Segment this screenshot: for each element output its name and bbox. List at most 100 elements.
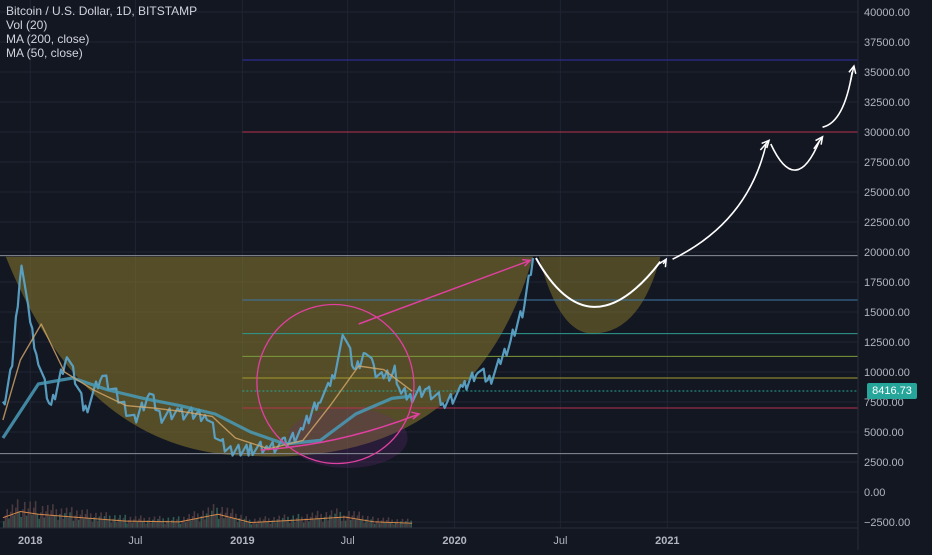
volume-bar — [45, 511, 47, 528]
volume-bar — [119, 514, 121, 528]
volume-bar — [315, 515, 317, 528]
y-tick-label: 15000.00 — [864, 307, 910, 319]
volume-bar — [43, 517, 46, 528]
y-tick-label: 0.00 — [864, 487, 885, 499]
volume-bar — [392, 524, 395, 528]
volume-bar — [70, 507, 73, 528]
y-tick-label: 37500.00 — [864, 37, 910, 49]
volume-bar — [332, 518, 335, 528]
projection-rise-1 — [672, 143, 767, 260]
volume-bar — [22, 509, 24, 528]
volume-bar — [11, 504, 14, 528]
volume-bar — [316, 510, 319, 528]
volume-bar — [212, 504, 215, 528]
volume-bar — [267, 518, 270, 528]
volume-bar — [235, 513, 237, 528]
volume-bar — [209, 517, 211, 528]
x-tick-label: Jul — [341, 535, 355, 547]
series-layer — [1, 257, 535, 457]
volume-bar — [162, 518, 164, 528]
volume-bar — [363, 522, 366, 528]
volume-bar — [195, 518, 197, 528]
volume-bar — [410, 520, 412, 528]
volume-bar — [334, 513, 336, 528]
volume-bar — [365, 519, 367, 528]
volume-bar — [62, 518, 64, 528]
volume-bar — [181, 520, 183, 528]
x-tick-label: Jul — [553, 535, 567, 547]
volume-bar — [211, 510, 213, 528]
volume-bar — [204, 519, 206, 528]
volume-bar — [351, 515, 354, 528]
volume-bar — [183, 516, 185, 528]
volume-bar — [48, 516, 51, 528]
volume-bar — [278, 515, 281, 528]
y-tick-label: 12500.00 — [864, 337, 910, 349]
trend-arrow-lower — [260, 413, 420, 451]
volume-bar — [98, 516, 101, 528]
volume-bar — [205, 513, 208, 528]
volume-bar — [27, 508, 30, 528]
volume-bar — [64, 513, 66, 528]
projection-arrow-4-head — [848, 64, 857, 74]
legend-ma200[interactable]: MA (200, close) — [6, 32, 90, 46]
volume-bar — [399, 521, 402, 528]
volume-bar — [167, 517, 170, 528]
purple-zone — [287, 408, 408, 468]
volume-bar — [329, 515, 331, 528]
volume-bar — [4, 515, 7, 528]
volume-bar — [285, 520, 288, 528]
volume-bar — [229, 513, 232, 528]
legend-ma50[interactable]: MA (50, close) — [6, 46, 83, 60]
volume-bar — [107, 519, 109, 528]
volume-bar — [379, 523, 381, 528]
volume-bar — [193, 511, 196, 528]
x-tick-label: 2018 — [18, 535, 42, 547]
projection-handle-curve — [535, 257, 662, 308]
volume-bar — [288, 522, 291, 528]
legend-symbol[interactable]: Bitcoin / U.S. Dollar, 1D, BITSTAMP — [6, 4, 198, 18]
volume-bar — [385, 519, 388, 528]
volume-bar — [401, 518, 404, 528]
volume-bar — [76, 510, 78, 528]
volume-bar — [91, 521, 94, 528]
volume-bar — [134, 516, 137, 528]
volume-bar — [108, 515, 111, 528]
volume-bar — [233, 517, 236, 528]
volume-bar — [391, 519, 393, 528]
volume-bar — [325, 512, 328, 528]
volume-bar — [86, 509, 89, 528]
volume-bar — [238, 518, 241, 528]
volume-bar — [294, 521, 296, 528]
x-tick-label: Jul — [128, 535, 142, 547]
volume-bar — [67, 517, 70, 528]
volume-bar — [16, 499, 19, 528]
volume-bar — [290, 519, 293, 528]
volume-bar — [136, 521, 139, 528]
volume-bar — [261, 522, 263, 528]
volume-bar — [88, 517, 90, 528]
volume-bar — [389, 522, 392, 528]
volume-bar — [152, 519, 154, 528]
volume-bar — [247, 522, 249, 528]
volume-bar — [81, 509, 83, 528]
volume-bar — [304, 518, 307, 528]
volume-bar — [323, 516, 326, 528]
y-tick-label: 10000.00 — [864, 367, 910, 379]
volume-bar — [262, 519, 265, 528]
volume-bar — [248, 519, 251, 528]
volume-bar — [155, 522, 158, 528]
highlight-circle — [256, 303, 415, 465]
projection-arrow-2-head — [761, 139, 771, 149]
volume-bar — [69, 512, 71, 528]
volume-bar — [226, 507, 229, 528]
volume-bar — [191, 516, 194, 528]
volume-bar — [96, 520, 99, 528]
volume-bar — [186, 518, 189, 528]
legend-volume[interactable]: Vol (20) — [6, 18, 48, 32]
chart-legend: Bitcoin / U.S. Dollar, 1D, BITSTAMP Vol … — [6, 4, 197, 60]
volume-bar — [292, 515, 294, 528]
volume-bar — [46, 505, 49, 528]
